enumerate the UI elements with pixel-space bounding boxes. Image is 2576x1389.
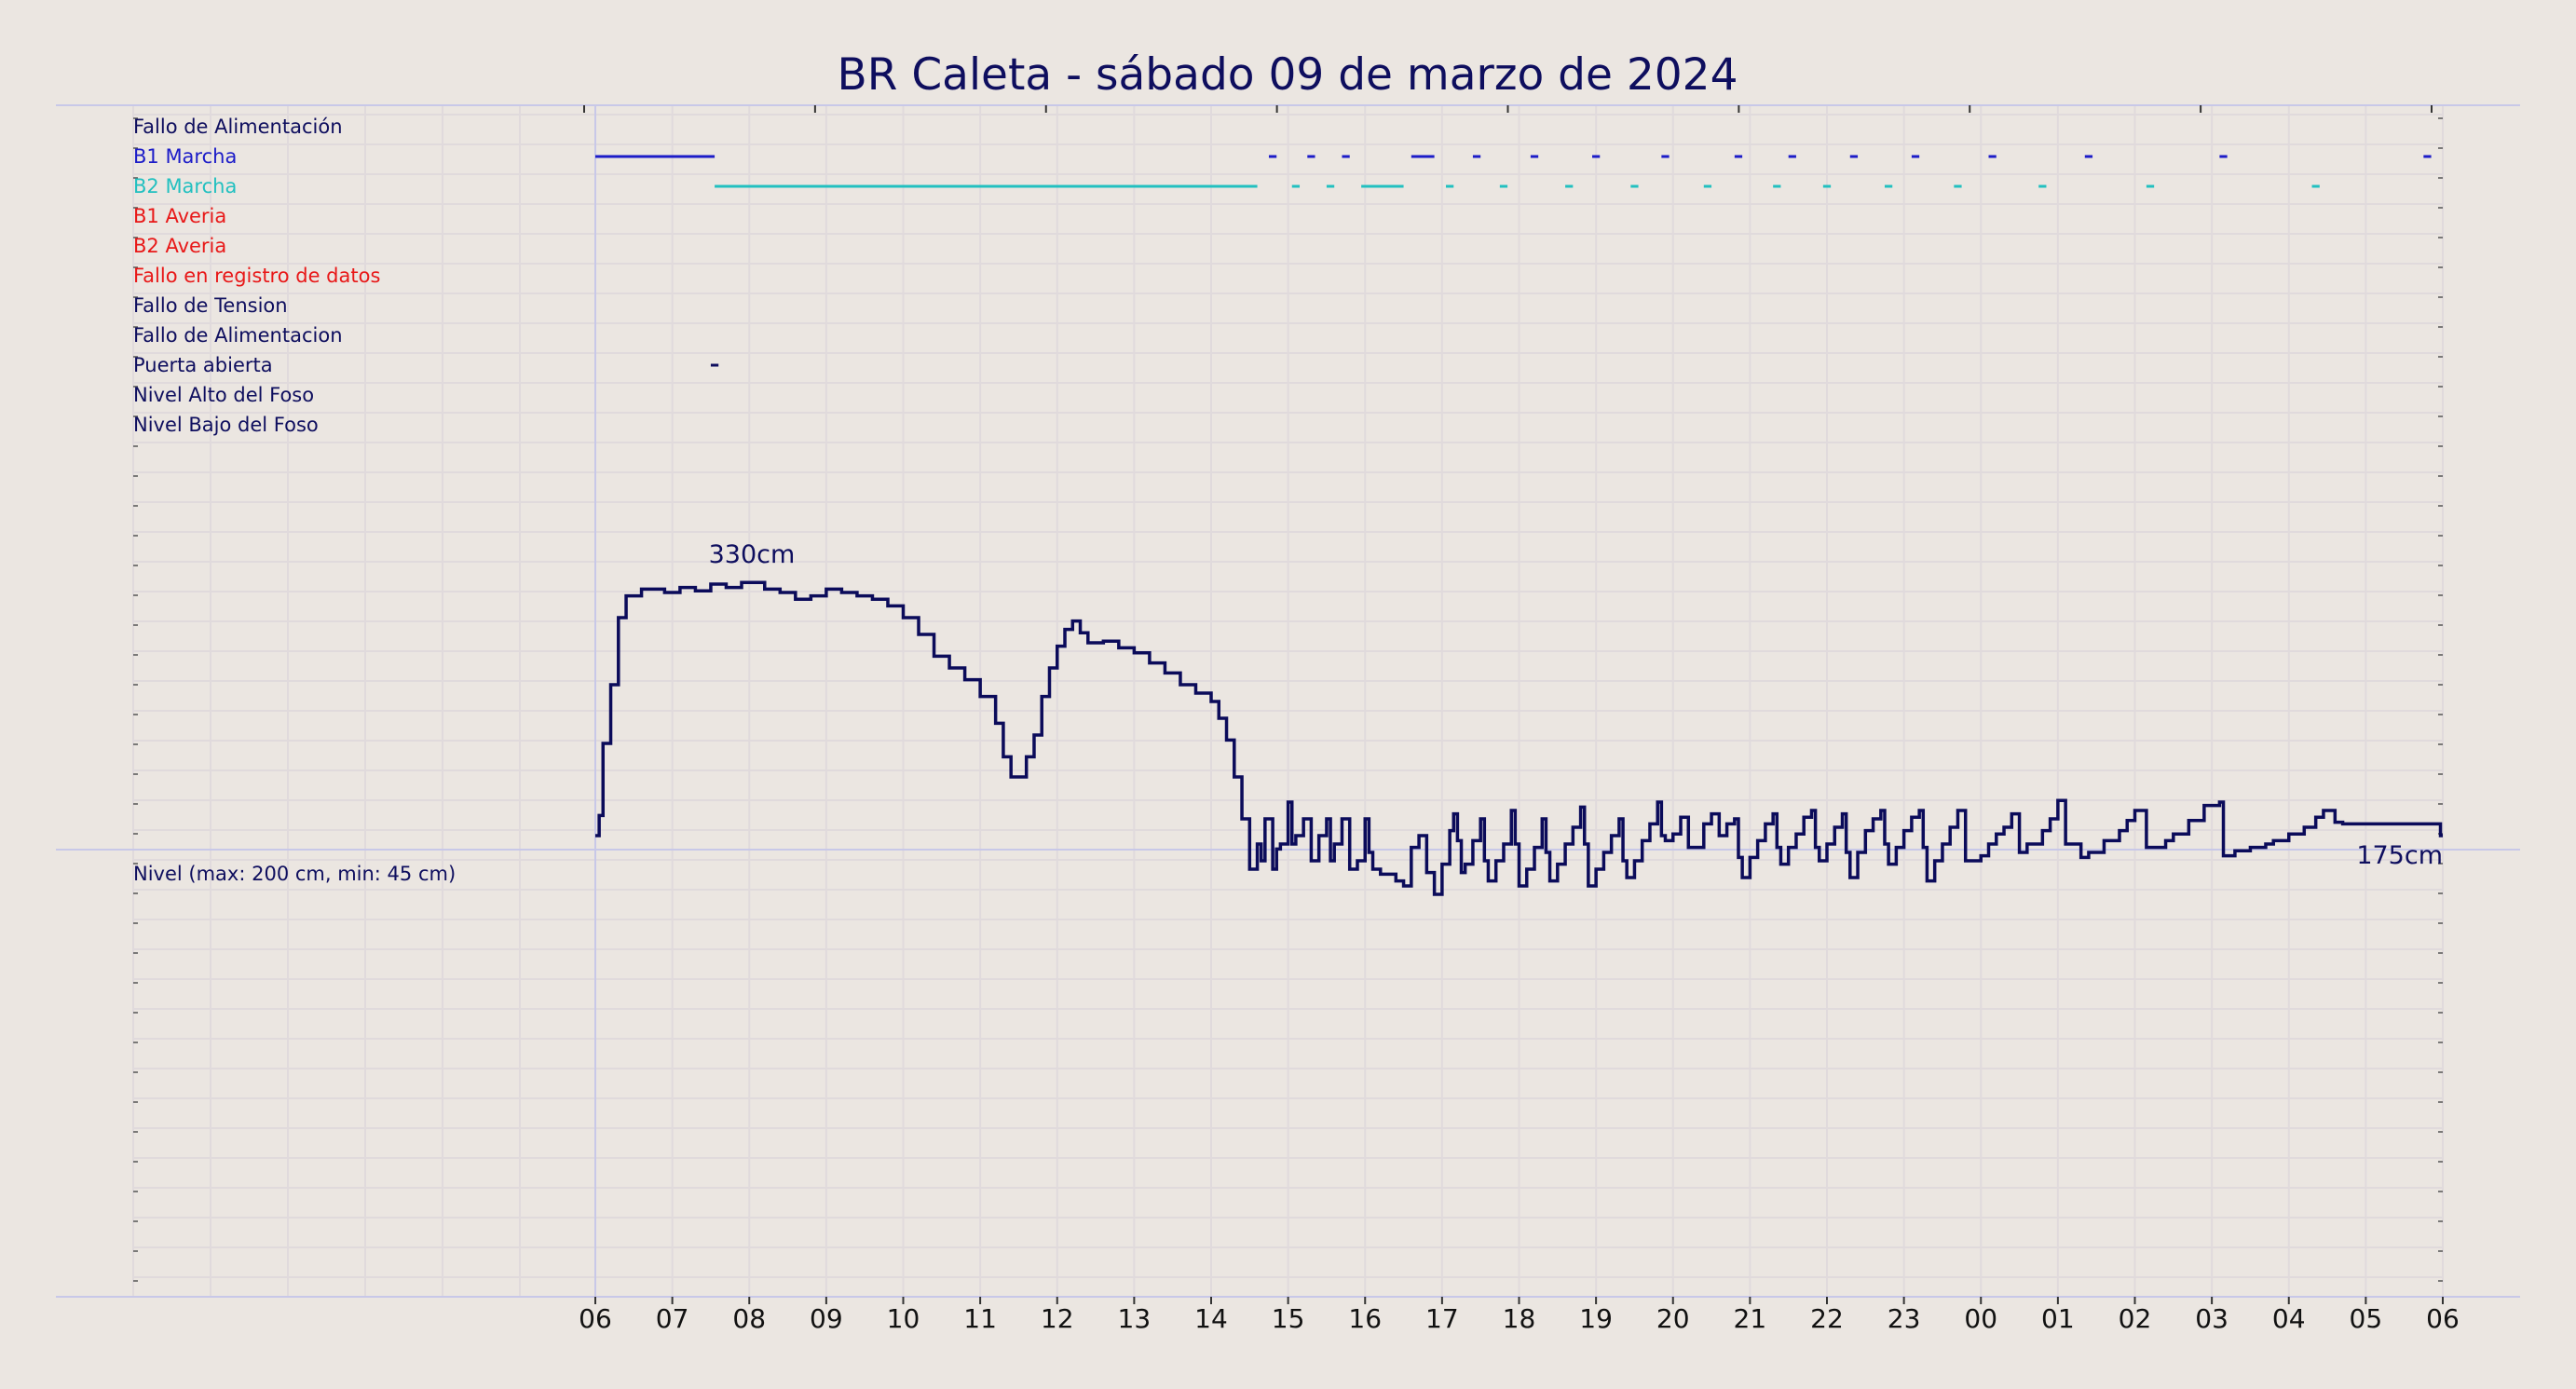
event-label: B1 Marcha: [133, 145, 237, 168]
event-label: Fallo de Tension: [133, 294, 288, 317]
x-tick-label: 06: [579, 1303, 612, 1334]
x-tick-label: 14: [1194, 1303, 1228, 1334]
x-axis-ticks: 06 07 08 09 10 11 12 13 14 15 16 17 18 19 20 21 22 23 00 01…: [579, 1297, 2460, 1334]
x-tick-label: 02: [2119, 1303, 2152, 1334]
x-tick-label: 18: [1503, 1303, 1536, 1334]
x-tick-label: 17: [1425, 1303, 1459, 1334]
max-annotation: 330cm: [709, 540, 796, 569]
x-tick-label: 23: [1888, 1303, 1921, 1334]
x-tick-label: 19: [1579, 1303, 1613, 1334]
event-label: Fallo de Alimentacion: [133, 324, 343, 347]
x-tick-label: 09: [810, 1303, 843, 1334]
event-label: Nivel Bajo del Foso: [133, 414, 319, 436]
x-tick-label: 20: [1656, 1303, 1690, 1334]
event-label: B1 Averia: [133, 205, 226, 227]
x-tick-label: 07: [656, 1303, 689, 1334]
level-label: Nivel (max: 200 cm, min: 45 cm): [133, 863, 456, 885]
x-tick-label: 03: [2195, 1303, 2228, 1334]
event-label: B2 Marcha: [133, 175, 237, 197]
grid: [132, 105, 2444, 1297]
x-tick-label: 16: [1348, 1303, 1382, 1334]
x-tick-label: 13: [1118, 1303, 1152, 1334]
event-bars: [595, 155, 2432, 367]
event-label: B2 Averia: [133, 235, 226, 257]
level-line: [595, 580, 2443, 896]
event-labels: Fallo de Alimentación B1 Marcha B2 Marcha B…: [133, 116, 380, 436]
x-tick-label: 01: [2041, 1303, 2075, 1334]
level-series: [595, 580, 2443, 896]
x-tick-label: 12: [1041, 1303, 1074, 1334]
event-label: Nivel Alto del Foso: [133, 384, 314, 406]
x-tick-label: 21: [1734, 1303, 1767, 1334]
event-label: Fallo en registro de datos: [133, 265, 380, 287]
x-tick-label: 06: [2426, 1303, 2460, 1334]
x-tick-label: 11: [963, 1303, 997, 1334]
x-tick-label: 08: [732, 1303, 766, 1334]
x-tick-label: 00: [1964, 1303, 1997, 1334]
x-tick-label: 05: [2350, 1303, 2383, 1334]
last-annotation: 175cm: [2356, 841, 2443, 870]
event-label: Fallo de Alimentación: [133, 116, 343, 138]
x-tick-label: 22: [1810, 1303, 1844, 1334]
x-tick-label: 04: [2272, 1303, 2306, 1334]
x-tick-label: 15: [1272, 1303, 1305, 1334]
x-tick-label: 10: [887, 1303, 920, 1334]
chart-title: BR Caleta - sábado 09 de marzo de 2024: [838, 49, 1738, 101]
event-label: Puerta abierta: [133, 354, 273, 376]
